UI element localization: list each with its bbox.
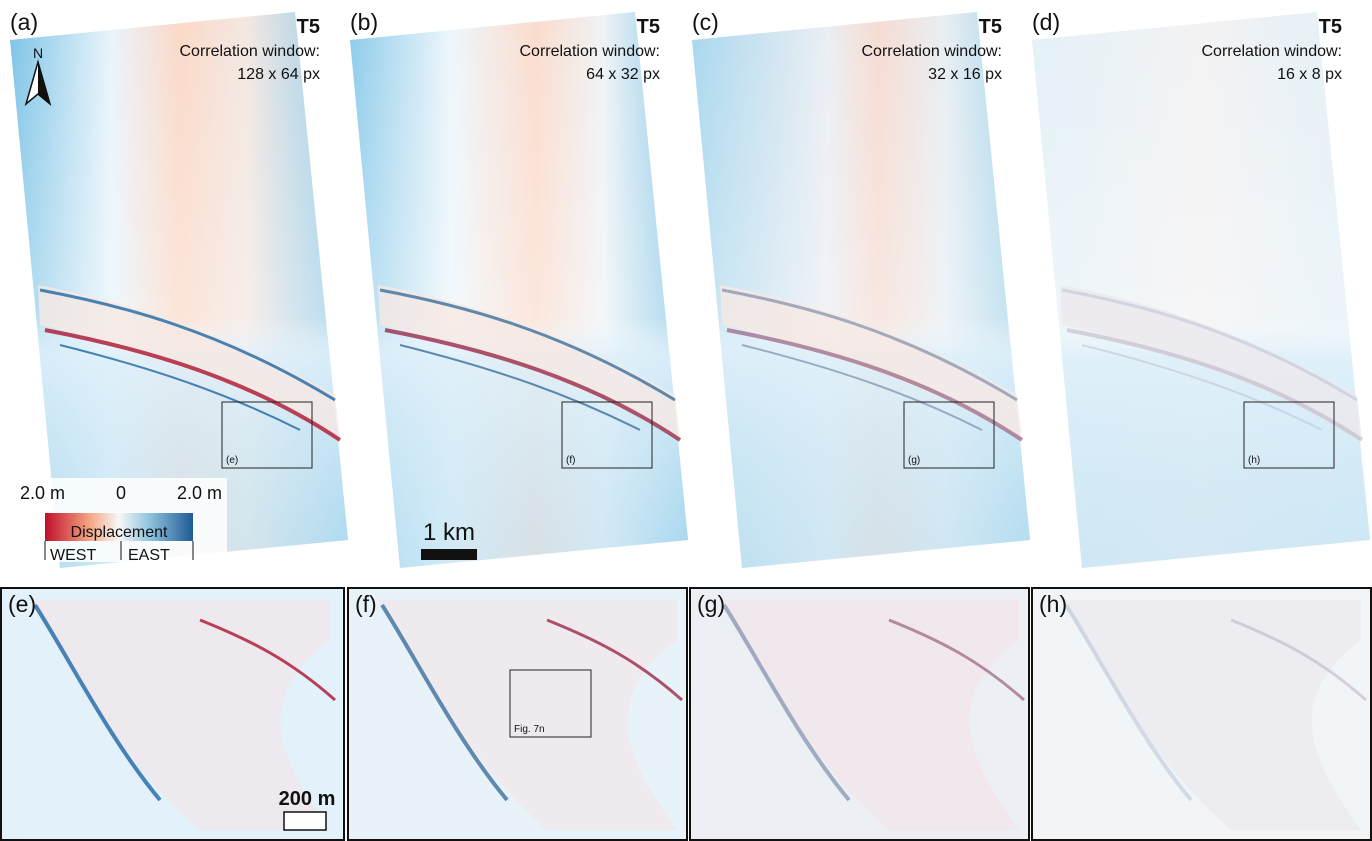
legend-west: WEST xyxy=(50,547,96,564)
legend-east: EAST xyxy=(128,547,170,564)
zoom-border xyxy=(347,587,688,841)
panel-tag: T5 xyxy=(979,16,1002,38)
map-shade xyxy=(10,12,348,568)
window-title: Correlation window: xyxy=(861,43,1002,60)
window-title: Correlation window: xyxy=(179,43,320,60)
map-shade xyxy=(692,12,1030,568)
inset-box xyxy=(221,401,313,469)
zoom-trace xyxy=(722,603,851,802)
window-title: Correlation window: xyxy=(519,43,660,60)
fault-trace xyxy=(721,288,1018,402)
fault-zone xyxy=(38,285,340,440)
zoom-panel xyxy=(1031,587,1372,841)
zoom-feature xyxy=(30,600,330,830)
map-panel xyxy=(692,12,1030,568)
map-panel xyxy=(350,12,688,568)
zoom-border xyxy=(0,587,345,841)
zoom-feature xyxy=(377,600,677,830)
fault-zone xyxy=(1060,285,1362,440)
figure-ref-box xyxy=(509,669,592,738)
inset-label: (e) xyxy=(226,455,238,466)
north-label: N xyxy=(33,45,43,61)
fault-trace xyxy=(39,288,336,402)
zoom-trace xyxy=(199,618,336,702)
panel-label: (a) xyxy=(10,9,38,35)
map-shade xyxy=(350,12,688,568)
scale-label: 1 km xyxy=(423,519,475,546)
zoom-label: (g) xyxy=(697,591,725,617)
map-shade xyxy=(1032,12,1370,568)
zoom-panel xyxy=(347,587,688,841)
panel-tag: T5 xyxy=(1319,16,1342,38)
fault-trace xyxy=(44,328,342,442)
legend-left: 2.0 m xyxy=(20,483,65,503)
fault-trace xyxy=(399,344,641,431)
legend-center: 0 xyxy=(116,483,126,503)
fault-zone xyxy=(720,285,1022,440)
fault-trace xyxy=(59,344,301,431)
inset-box xyxy=(561,401,653,469)
legend-title: Displacement xyxy=(71,524,168,541)
zoom-trace xyxy=(546,618,683,702)
inset-label: (g) xyxy=(908,455,920,466)
fault-trace xyxy=(726,328,1024,442)
zoom-feature xyxy=(719,600,1019,830)
fault-trace xyxy=(1066,328,1364,442)
inset-label: (h) xyxy=(1248,455,1260,466)
fault-zone xyxy=(378,285,680,440)
figure-ref: Fig. 7n xyxy=(514,724,545,735)
zoom-scale-label: 200 m xyxy=(279,788,336,810)
window-size: 128 x 64 px xyxy=(237,66,320,83)
zoom-label: (e) xyxy=(8,591,36,617)
zoom-label: (f) xyxy=(355,591,377,617)
fault-trace xyxy=(379,288,676,402)
window-title: Correlation window: xyxy=(1201,43,1342,60)
panel-label: (b) xyxy=(350,9,378,35)
panel-tag: T5 xyxy=(297,16,320,38)
legend-bar xyxy=(45,513,193,541)
zoom-trace xyxy=(1230,618,1367,702)
zoom-panel xyxy=(0,587,345,841)
zoom-trace xyxy=(888,618,1025,702)
scale-bar xyxy=(421,549,477,560)
zoom-border xyxy=(689,587,1030,841)
zoom-scale-box xyxy=(283,811,327,831)
window-size: 64 x 32 px xyxy=(586,66,660,83)
fault-trace xyxy=(384,328,682,442)
panel-label: (d) xyxy=(1032,9,1060,35)
window-size: 32 x 16 px xyxy=(928,66,1002,83)
zoom-panel xyxy=(689,587,1030,841)
panel-label: (c) xyxy=(692,9,719,35)
fault-trace xyxy=(1061,288,1358,402)
north-arrow-fill xyxy=(38,62,50,104)
inset-box xyxy=(903,401,995,469)
zoom-trace xyxy=(380,603,509,802)
inset-label: (f) xyxy=(566,455,575,466)
window-size: 16 x 8 px xyxy=(1277,66,1342,83)
map-panel xyxy=(10,12,348,568)
zoom-trace xyxy=(1064,603,1193,802)
fault-trace xyxy=(1081,344,1323,431)
fault-trace xyxy=(741,344,983,431)
panel-tag: T5 xyxy=(637,16,660,38)
map-panel xyxy=(1032,12,1370,568)
zoom-border xyxy=(1031,587,1372,841)
legend-right: 2.0 m xyxy=(177,483,222,503)
zoom-label: (h) xyxy=(1039,591,1067,617)
inset-box xyxy=(1243,401,1335,469)
zoom-trace xyxy=(33,603,162,802)
zoom-feature xyxy=(1061,600,1361,830)
